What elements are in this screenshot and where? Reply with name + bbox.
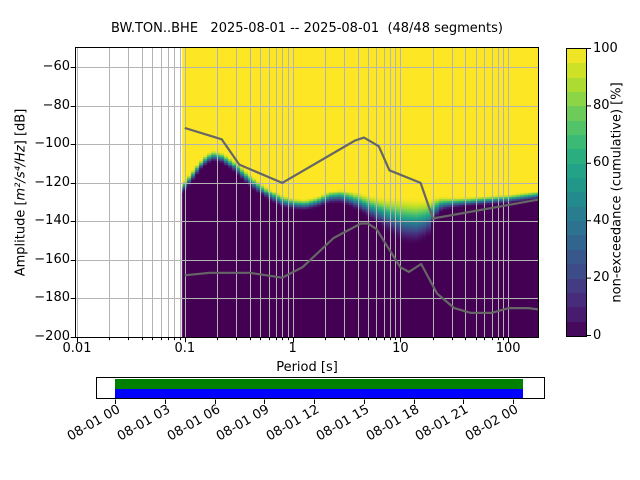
x-axis-label: Period [s] [276,360,338,375]
y-tick-label: −100 [34,136,70,152]
timeline-data-coverage-bar [115,379,523,389]
y-tick-label: −160 [34,251,70,267]
y-axis-label-suffix: ] [dB] [13,108,29,146]
colorbar-band [567,206,586,222]
ppsd-heatmap-canvas [76,48,538,337]
colorbar-band [567,120,586,136]
colorbar-band [567,92,586,107]
colorbar-tick-label: 20 [593,270,610,286]
colorbar [566,48,587,337]
colorbar-band [567,63,586,78]
colorbar-tick-label: 40 [593,212,610,228]
y-tick-label: −140 [34,213,70,229]
x-tick-label: 0.01 [62,341,92,356]
colorbar-band [567,163,586,179]
timeline [96,377,545,399]
colorbar-band [567,307,586,322]
x-tick-label: 0.1 [174,341,196,356]
colorbar-tick-label: 60 [593,155,610,171]
y-axis-label-prefix: Amplitude [ [13,200,29,277]
colorbar-label: non-exceedance (cumulative) [%] [609,82,625,303]
colorbar-tick-label: 80 [593,97,610,113]
colorbar-band [567,264,586,279]
colorbar-band [567,278,586,293]
colorbar-band [567,249,586,265]
colorbar-band [567,135,586,150]
x-tick-label: 10 [392,341,409,356]
x-tick-label: 1 [288,341,297,356]
colorbar-band [567,221,586,236]
colorbar-band [567,235,586,250]
colorbar-band [567,49,586,64]
timeline-ppsd-coverage-bar [115,388,523,398]
y-tick-label: −200 [34,329,70,344]
plot-title: BW.TON..BHE 2025-08-01 -- 2025-08-01 (48… [111,21,503,36]
x-tick-label: 100 [495,341,521,356]
y-tick-label: −60 [42,59,70,75]
colorbar-band [567,149,586,164]
colorbar-tick-label: 100 [593,40,618,56]
colorbar-band [567,178,586,193]
y-tick-label: −180 [34,290,70,306]
y-axis-label-units: m²/s⁴/Hz [13,145,29,201]
colorbar-band [567,77,586,93]
colorbar-band [567,106,586,121]
colorbar-band [567,321,586,336]
colorbar-band [567,192,586,207]
colorbar-tick-label: 0 [593,327,602,343]
y-tick-label: −80 [42,97,70,113]
y-tick-label: −120 [34,174,70,190]
colorbar-band [567,292,586,308]
